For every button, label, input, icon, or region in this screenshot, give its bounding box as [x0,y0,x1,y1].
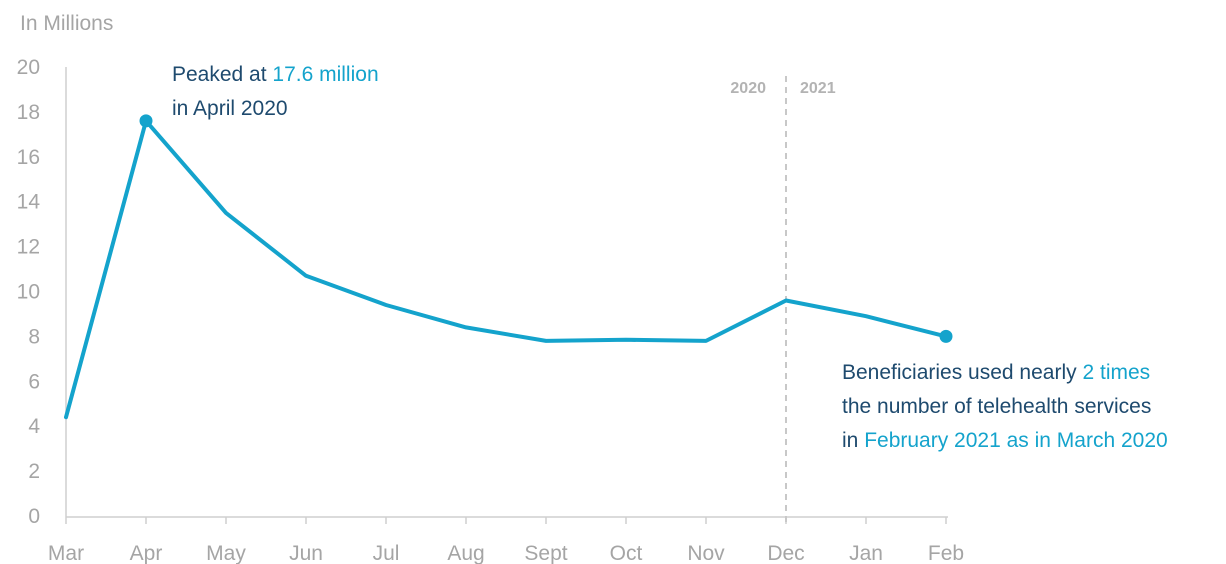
end-annotation: Beneficiaries used nearly 2 times the nu… [842,356,1168,458]
end-annotation-line3: in February 2021 as in March 2020 [842,424,1168,458]
peak-annotation: Peaked at 17.6 million in April 2020 [172,58,379,126]
x-tick-label: Jul [373,542,400,564]
x-tick-label: Oct [610,542,643,564]
y-tick-label: 12 [17,236,40,259]
peak-annotation-line2: in April 2020 [172,97,288,120]
y-tick-label: 6 [28,370,40,393]
y-tick-label: 10 [17,281,40,304]
end-annotation-text: Beneficiaries used nearly [842,361,1083,384]
end-annotation-highlight: 2 times [1082,361,1151,384]
x-tick-label: Dec [767,542,804,564]
x-tick-label: Apr [130,542,163,564]
x-tick-label: Feb [928,542,964,564]
end-annotation-line1: Beneficiaries used nearly 2 times [842,356,1168,390]
peak-annotation-highlight: 17.6 million [272,63,379,86]
series-line [64,118,948,420]
y-tick-label: 8 [28,325,40,348]
y-tick-label: 16 [17,146,40,169]
end-annotation-highlight: February 2021 as in March 2020 [864,429,1168,452]
peak-marker [139,114,153,128]
peak-annotation-line1: Peaked at 17.6 million [172,58,379,92]
y-tick-label: 2 [28,460,40,483]
y-tick-label: 14 [17,191,41,214]
y-tick-label: 18 [17,101,40,124]
end-marker [939,329,953,343]
x-tick-label: May [206,542,246,564]
x-tick-label: Jan [849,542,883,564]
end-annotation-text: in [842,429,865,452]
year-label-2020: 2020 [730,80,766,97]
y-axis-ticks: 0 2 4 6 8 10 12 14 16 18 20 [17,56,41,528]
y-tick-label: 20 [17,56,40,79]
x-axis-ticks: Mar Apr May Jun Jul Aug Sept Oct Nov Dec Jan Feb [48,517,964,564]
x-tick-label: Aug [447,542,484,564]
y-tick-label: 0 [28,505,40,528]
unit-label: In Millions [20,12,113,35]
x-tick-label: Jun [289,542,323,564]
y-tick-label: 4 [28,415,40,438]
series-markers [139,114,953,343]
end-annotation-line2: the number of telehealth services [842,395,1152,418]
peak-annotation-text: Peaked at [172,63,273,86]
x-tick-label: Sept [524,542,567,564]
year-label-2021: 2021 [800,80,836,97]
x-tick-label: Mar [48,542,84,564]
x-tick-label: Nov [687,542,725,564]
